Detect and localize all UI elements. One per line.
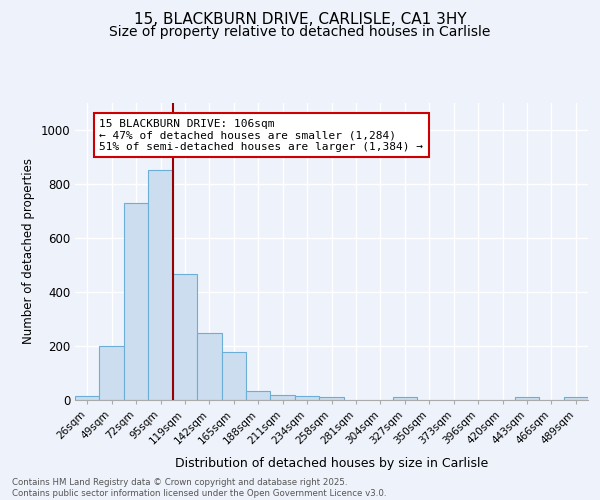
Bar <box>221 352 246 400</box>
Bar <box>173 274 197 400</box>
Bar <box>319 398 344 400</box>
Bar <box>100 346 124 400</box>
Bar <box>295 396 319 400</box>
Y-axis label: Number of detached properties: Number of detached properties <box>22 158 35 344</box>
Bar <box>197 333 221 400</box>
Text: 15 BLACKBURN DRIVE: 106sqm
← 47% of detached houses are smaller (1,284)
51% of s: 15 BLACKBURN DRIVE: 106sqm ← 47% of deta… <box>100 118 424 152</box>
Bar <box>148 170 173 400</box>
Bar <box>515 398 539 400</box>
Bar <box>75 396 100 400</box>
Bar <box>124 202 148 400</box>
Bar <box>246 390 271 400</box>
Bar <box>271 394 295 400</box>
Text: 15, BLACKBURN DRIVE, CARLISLE, CA1 3HY: 15, BLACKBURN DRIVE, CARLISLE, CA1 3HY <box>134 12 466 28</box>
X-axis label: Distribution of detached houses by size in Carlisle: Distribution of detached houses by size … <box>175 457 488 470</box>
Bar <box>392 398 417 400</box>
Bar <box>563 398 588 400</box>
Text: Size of property relative to detached houses in Carlisle: Size of property relative to detached ho… <box>109 25 491 39</box>
Text: Contains HM Land Registry data © Crown copyright and database right 2025.
Contai: Contains HM Land Registry data © Crown c… <box>12 478 386 498</box>
